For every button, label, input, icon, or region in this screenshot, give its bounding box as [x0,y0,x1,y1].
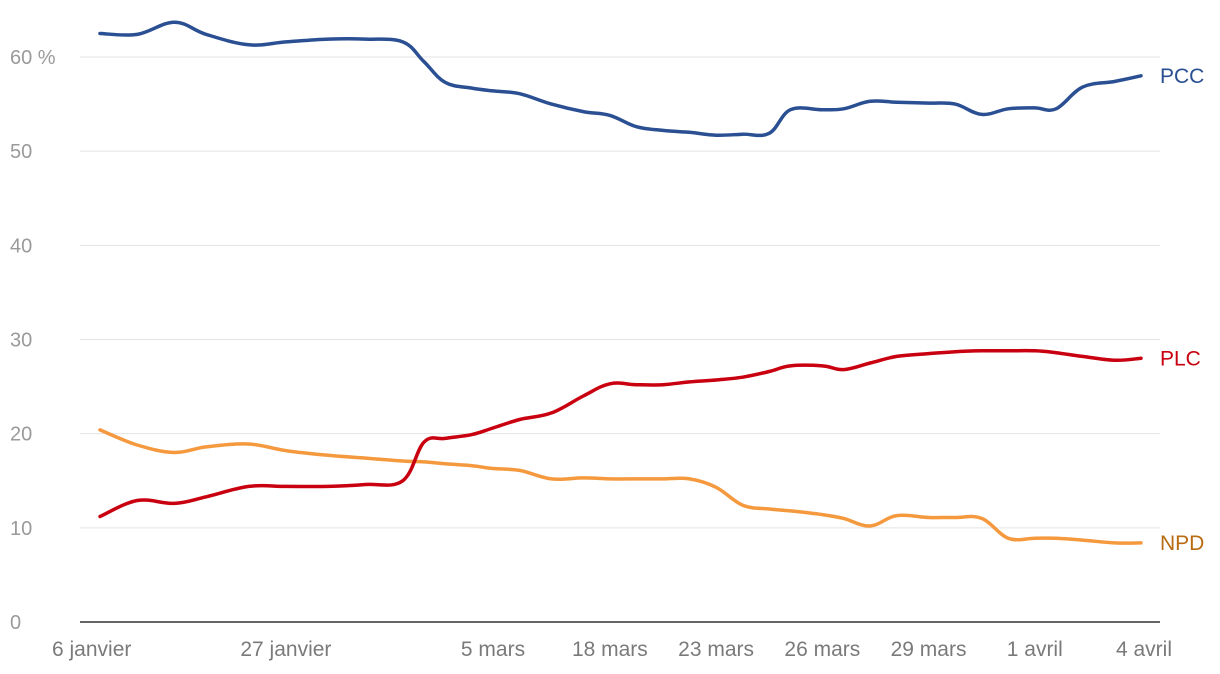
grid-lines [80,56,1160,529]
y-tick-label: 40 [10,235,32,257]
x-tick-label: 4 avril [1116,638,1172,661]
x-tick-label: 1 avril [1007,638,1063,661]
x-tick-label: 29 mars [891,638,967,661]
series-lines [98,20,1143,545]
series-label-pcc: PCC [1160,65,1204,88]
y-tick-label: 30 [10,330,32,352]
y-tick-label: 10 [10,518,32,540]
y-axis-ticks: 0 10 20 30 40 50 60 % [10,47,56,634]
series-label-plc: PLC [1160,347,1201,370]
y-tick-label: 20 [10,424,32,446]
y-tick-label: 0 [10,612,21,634]
x-tick-label: 23 mars [678,638,754,661]
x-tick-label: 27 janvier [240,638,331,661]
x-tick-label: 26 mars [784,638,860,661]
series-line-pcc [98,20,1143,138]
y-tick-label: 60 % [10,47,56,69]
x-tick-label: 5 mars [461,638,525,661]
series-line-npd [98,428,1143,545]
x-axis-ticks: 6 janvier 27 janvier 5 mars 18 mars 23 mars 2… [52,638,1172,661]
series-labels: NPD PLC PCC [1160,65,1204,555]
series-line-plc [98,348,1143,519]
x-tick-label: 18 mars [572,638,648,661]
y-tick-label: 50 [10,141,32,163]
series-label-npd: NPD [1160,532,1204,555]
x-tick-label: 6 janvier [52,638,131,661]
